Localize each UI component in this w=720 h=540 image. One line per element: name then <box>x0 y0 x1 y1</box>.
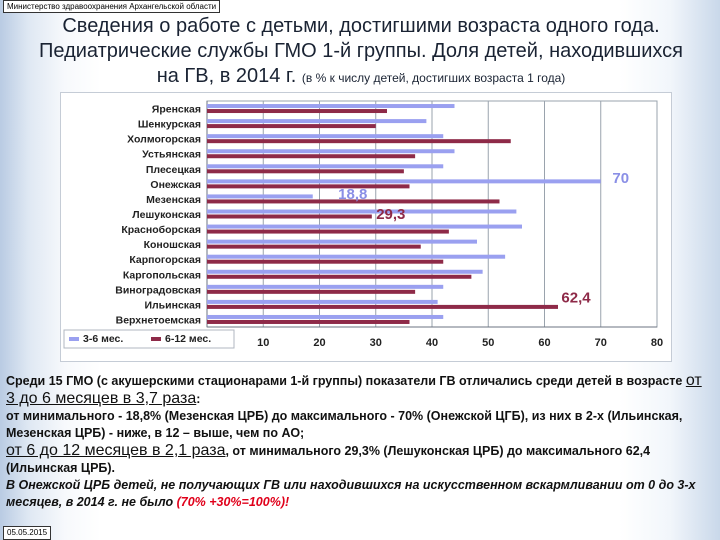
legend-label: 3-6 мес. <box>83 333 123 345</box>
title-line-3-main: на ГВ, в 2014 г. <box>156 65 297 87</box>
bar-series-2 <box>207 289 416 294</box>
x-tick-label: 30 <box>370 337 382 349</box>
bar-series-1 <box>207 209 517 214</box>
bar-series-2 <box>207 184 410 189</box>
data-label: 70 <box>612 170 629 187</box>
data-label: 62,4 <box>561 289 591 306</box>
summary-p1-c: : <box>196 392 201 406</box>
summary-p4-a: В Онежской ЦРБ детей, не получающих ГВ и… <box>6 478 696 509</box>
x-tick-label: 70 <box>595 337 607 349</box>
bar-series-2 <box>207 259 444 264</box>
bar-series-1 <box>207 179 601 184</box>
summary-p3-a: от 6 до 12 месяцев в 2,1 раза <box>6 442 226 459</box>
bar-series-1 <box>207 164 444 169</box>
x-tick-label: 20 <box>313 337 325 349</box>
bar-series-1 <box>207 194 313 199</box>
summary-p1-b: от 3 до 6 месяцев в 3,7 раза <box>6 372 702 407</box>
chart-panel: 10 20 30 40 50 60 70 80 Яренская Шенкурская Холмог… <box>60 92 672 362</box>
summary-p1-a: Среди 15 ГМО (с акушерскими стационарами… <box>6 374 686 388</box>
x-tick-label: 40 <box>426 337 438 349</box>
bar-series-1 <box>207 119 427 124</box>
category-label: Виноградовская <box>115 284 201 296</box>
x-tick-label: 60 <box>538 337 550 349</box>
legend-box <box>63 329 235 349</box>
category-label: Каргопольская <box>123 269 201 281</box>
bar-series-2 <box>207 319 410 324</box>
category-label: Шенкурская <box>138 119 201 131</box>
bar-series-1 <box>207 314 444 319</box>
title-line-2: Педиатрические службы ГМО 1-й группы. До… <box>39 40 683 62</box>
bar-series-1 <box>207 284 444 289</box>
bar-series-2 <box>207 214 372 219</box>
bar-series-1 <box>207 299 438 304</box>
category-label: Плесецкая <box>146 164 201 176</box>
title-line-3: на ГВ, в 2014 г. (в % к числу детей, дос… <box>30 64 692 91</box>
category-label: Верхнетоемская <box>116 314 201 326</box>
bar-series-2 <box>207 199 500 204</box>
slide-title: Сведения о работе с детьми, достигшими в… <box>30 14 692 91</box>
bar-series-1 <box>207 134 444 139</box>
x-tick-label: 80 <box>651 337 663 349</box>
summary-paragraph-4: В Онежской ЦРБ детей, не получающих ГВ и… <box>6 477 706 511</box>
category-label: Коношская <box>144 239 201 251</box>
category-label: Карпогорская <box>129 254 201 266</box>
bar-series-2 <box>207 304 558 309</box>
bar-series-1 <box>207 224 522 229</box>
category-label: Красноборская <box>121 224 201 236</box>
bar-series-1 <box>207 269 483 274</box>
bar-series-2 <box>207 229 449 234</box>
summary-paragraph-1: Среди 15 ГМО (с акушерскими стационарами… <box>6 372 706 408</box>
date-label: 05.05.2015 <box>3 526 52 540</box>
summary-p3-b: , от минимального 29,3% (Лешуконская ЦРБ… <box>6 444 651 475</box>
category-label: Лешуконская <box>132 209 201 221</box>
bar-series-1 <box>207 104 455 109</box>
bar-series-1 <box>207 149 455 154</box>
bar-series-1 <box>207 254 506 259</box>
bar-series-1 <box>207 239 477 244</box>
data-label: 29,3 <box>376 206 405 223</box>
legend-swatch <box>151 337 161 341</box>
title-note: (в % к числу детей, достигших возраста 1… <box>301 71 566 85</box>
category-label: Холмогорская <box>127 134 201 146</box>
bar-series-2 <box>207 169 404 174</box>
ministry-label: Министерство здравоохранения Архангельск… <box>3 0 221 13</box>
bar-series-2 <box>207 109 387 114</box>
title-line-1: Сведения о работе с детьми, достигшими в… <box>62 15 660 37</box>
bar-series-2 <box>207 124 376 129</box>
summary-p4-b: (70% +30%=100%)! <box>176 495 290 509</box>
bar-series-2 <box>207 154 416 159</box>
category-label: Онежская <box>150 179 201 191</box>
x-tick-label: 10 <box>257 337 269 349</box>
category-label: Ильинская <box>144 299 201 311</box>
data-label: 18,8 <box>338 186 367 203</box>
bar-series-2 <box>207 274 472 279</box>
legend-swatch <box>69 337 79 341</box>
bar-series-2 <box>207 244 421 249</box>
summary-paragraph-3: от 6 до 12 месяцев в 2,1 раза, от минима… <box>6 442 706 477</box>
legend-label: 6-12 мес. <box>165 333 211 345</box>
bar-series-2 <box>207 139 511 144</box>
summary-text: Среди 15 ГМО (с акушерскими стационарами… <box>6 372 706 511</box>
category-label: Устьянская <box>142 149 201 161</box>
x-tick-label: 50 <box>482 337 494 349</box>
bar-chart: 10 20 30 40 50 60 70 80 Яренская Шенкурская Холмог… <box>63 100 663 349</box>
category-label: Яренская <box>152 104 201 116</box>
summary-paragraph-2: от минимального - 18,8% (Мезенская ЦРБ) … <box>6 409 683 440</box>
category-label: Мезенская <box>146 194 201 206</box>
